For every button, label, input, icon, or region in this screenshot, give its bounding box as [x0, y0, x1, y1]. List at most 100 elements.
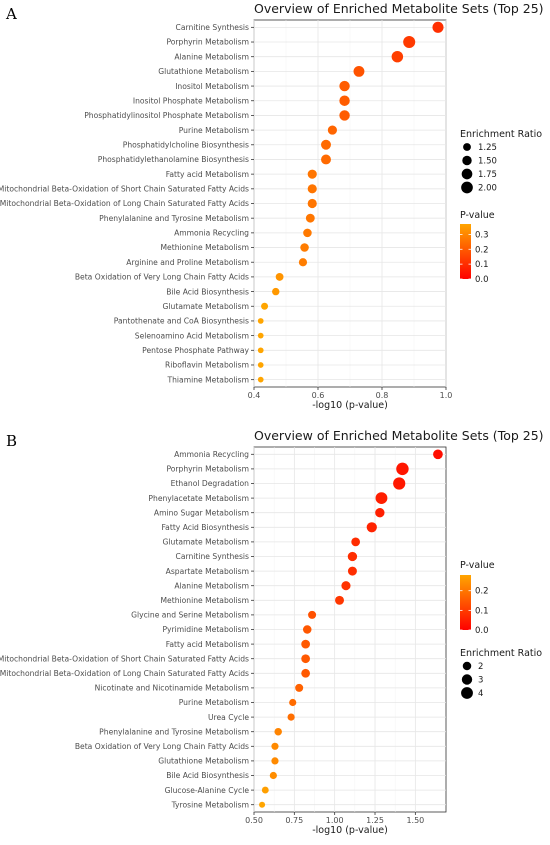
data-point [375, 508, 385, 518]
data-point [366, 522, 377, 533]
y-category-label: Pantothenate and CoA Biosynthesis [114, 317, 249, 326]
size-legend-label: 3 [478, 676, 483, 686]
data-point [257, 362, 264, 368]
y-category-label: Purine Metabolism [179, 698, 249, 707]
data-point [432, 21, 444, 33]
y-category-label: Beta Oxidation of Very Long Chain Fatty … [75, 742, 249, 751]
y-category-label: Tyrosine Metabolism [171, 800, 249, 809]
data-point [351, 537, 361, 547]
data-point [289, 698, 297, 707]
size-legend-title-a: Enrichment Ratio [460, 129, 542, 140]
y-category-label: Nicotinate and Nicotinamide Metabolism [95, 684, 249, 693]
size-legend-key [461, 674, 473, 685]
colorbar-label: 0.2 [475, 245, 489, 255]
chart-title-b: Overview of Enriched Metabolite Sets (To… [254, 428, 544, 443]
x-axis-title-b: -log10 (p-value) [312, 825, 388, 836]
data-point [403, 35, 416, 49]
data-point [257, 376, 264, 383]
data-point [353, 65, 365, 77]
y-category-label: Arginine and Proline Metabolism [126, 258, 249, 267]
size-legend-key [462, 155, 472, 166]
data-point [269, 771, 277, 780]
y-category-label: Porphyrin Metabolism [166, 465, 249, 474]
y-category-label: Phenylacetate Metabolism [148, 494, 249, 503]
y-category-label: Methionine Metabolism [161, 596, 250, 605]
y-category-label: Fatty Acid Biosynthesis [162, 523, 250, 532]
y-category-label: Selenoamino Acid Metabolism [135, 331, 249, 340]
color-legend-title-b: P-value [460, 560, 495, 571]
colorbar-label: 0.0 [475, 275, 489, 285]
data-point [295, 683, 304, 692]
data-point [321, 154, 331, 165]
colorbar-b [460, 575, 471, 630]
y-category-label: Bile Acid Biosynthesis [166, 771, 249, 780]
legend-a: Enrichment Ratio P-value 1.25 1.50 1.75 2.0… [460, 129, 542, 285]
colorbar-label: 0.1 [475, 606, 489, 616]
data-point [396, 462, 409, 476]
size-legend-key [461, 687, 473, 699]
y-category-label: Fatty acid Metabolism [166, 170, 249, 179]
y-category-label: Urea Cycle [208, 713, 249, 722]
data-point [433, 449, 443, 460]
y-category-label: Ammonia Recycling [174, 229, 249, 238]
x-tick-label: 0.6 [312, 391, 325, 400]
y-category-label: Mitochondrial Beta-Oxidation of Long Cha… [0, 669, 249, 678]
data-point [257, 318, 264, 324]
y-category-label: Methionine Metabolism [161, 243, 250, 252]
x-tick-label: 1.0 [440, 391, 453, 400]
data-point [302, 625, 312, 634]
data-point [339, 95, 350, 106]
y-category-label: Glucose-Alanine Cycle [165, 786, 250, 795]
legend-b: P-value Enrichment Ratio 2 3 4 0.0 0.1 0.2 [460, 560, 542, 699]
colorbar-label: 0.1 [475, 260, 489, 270]
data-point [261, 302, 269, 310]
size-legend-label: 2.00 [478, 184, 497, 194]
y-category-label: Bile Acid Biosynthesis [166, 287, 249, 296]
y-category-label: Glycine and Serine Metabolism [131, 611, 249, 620]
y-category-label: Thiamine Metabolism [166, 375, 249, 384]
size-legend-key [463, 143, 471, 151]
y-category-label: Phosphatidylethanolamine Biosynthesis [98, 155, 249, 164]
data-point [307, 198, 317, 209]
x-axis-title-a: -log10 (p-value) [312, 400, 388, 411]
data-point [301, 668, 310, 678]
chart-panel-a: A Overview of Enriched Metabolite Sets (… [0, 1, 544, 411]
colorbar-label: 0.0 [475, 626, 489, 636]
data-point [341, 581, 351, 591]
size-legend-key [461, 181, 473, 194]
y-category-label: Fatty acid Metabolism [166, 640, 249, 649]
data-point [300, 243, 309, 252]
data-point [298, 258, 308, 267]
plot-area-a: 0.4 0.6 0.8 1.0 Carnitine Synthesis Porphyrin… [0, 19, 453, 400]
data-point [335, 595, 344, 605]
panel-letter-b: B [6, 432, 17, 450]
data-point [305, 213, 315, 223]
data-point [272, 287, 280, 296]
y-category-label: Amino Sugar Metabolism [154, 508, 249, 517]
size-legend-label: 1.25 [478, 143, 497, 153]
data-point [347, 566, 357, 576]
y-category-label: Phosphatidylcholine Biosynthesis [123, 140, 249, 149]
y-category-label: Carnitine Synthesis [176, 552, 250, 561]
data-point [275, 272, 284, 281]
size-legend-label: 1.50 [478, 157, 497, 167]
y-category-label: Glutamate Metabolism [163, 302, 249, 311]
y-category-label: Alanine Metabolism [174, 581, 249, 590]
y-category-label: Glutathione Metabolism [158, 67, 249, 76]
y-category-label: Phenylalanine and Tyrosine Metabolism [99, 214, 249, 223]
color-legend-title-a: P-value [460, 210, 495, 221]
size-legend-title-b: Enrichment Ratio [460, 648, 542, 659]
data-point [339, 80, 350, 92]
size-legend-key [462, 661, 472, 671]
data-point [303, 228, 312, 238]
chart-title-a: Overview of Enriched Metabolite Sets (To… [254, 1, 544, 16]
size-legend-label: 2 [478, 662, 483, 672]
x-tick-label: 0.8 [376, 391, 389, 400]
panel-letter-a: A [5, 5, 17, 23]
size-legend-label: 4 [478, 689, 483, 699]
data-point [375, 492, 388, 505]
x-tick-label: 0.4 [248, 391, 261, 400]
data-point [301, 654, 310, 664]
data-point [257, 332, 264, 339]
y-category-label: Alanine Metabolism [174, 52, 249, 61]
